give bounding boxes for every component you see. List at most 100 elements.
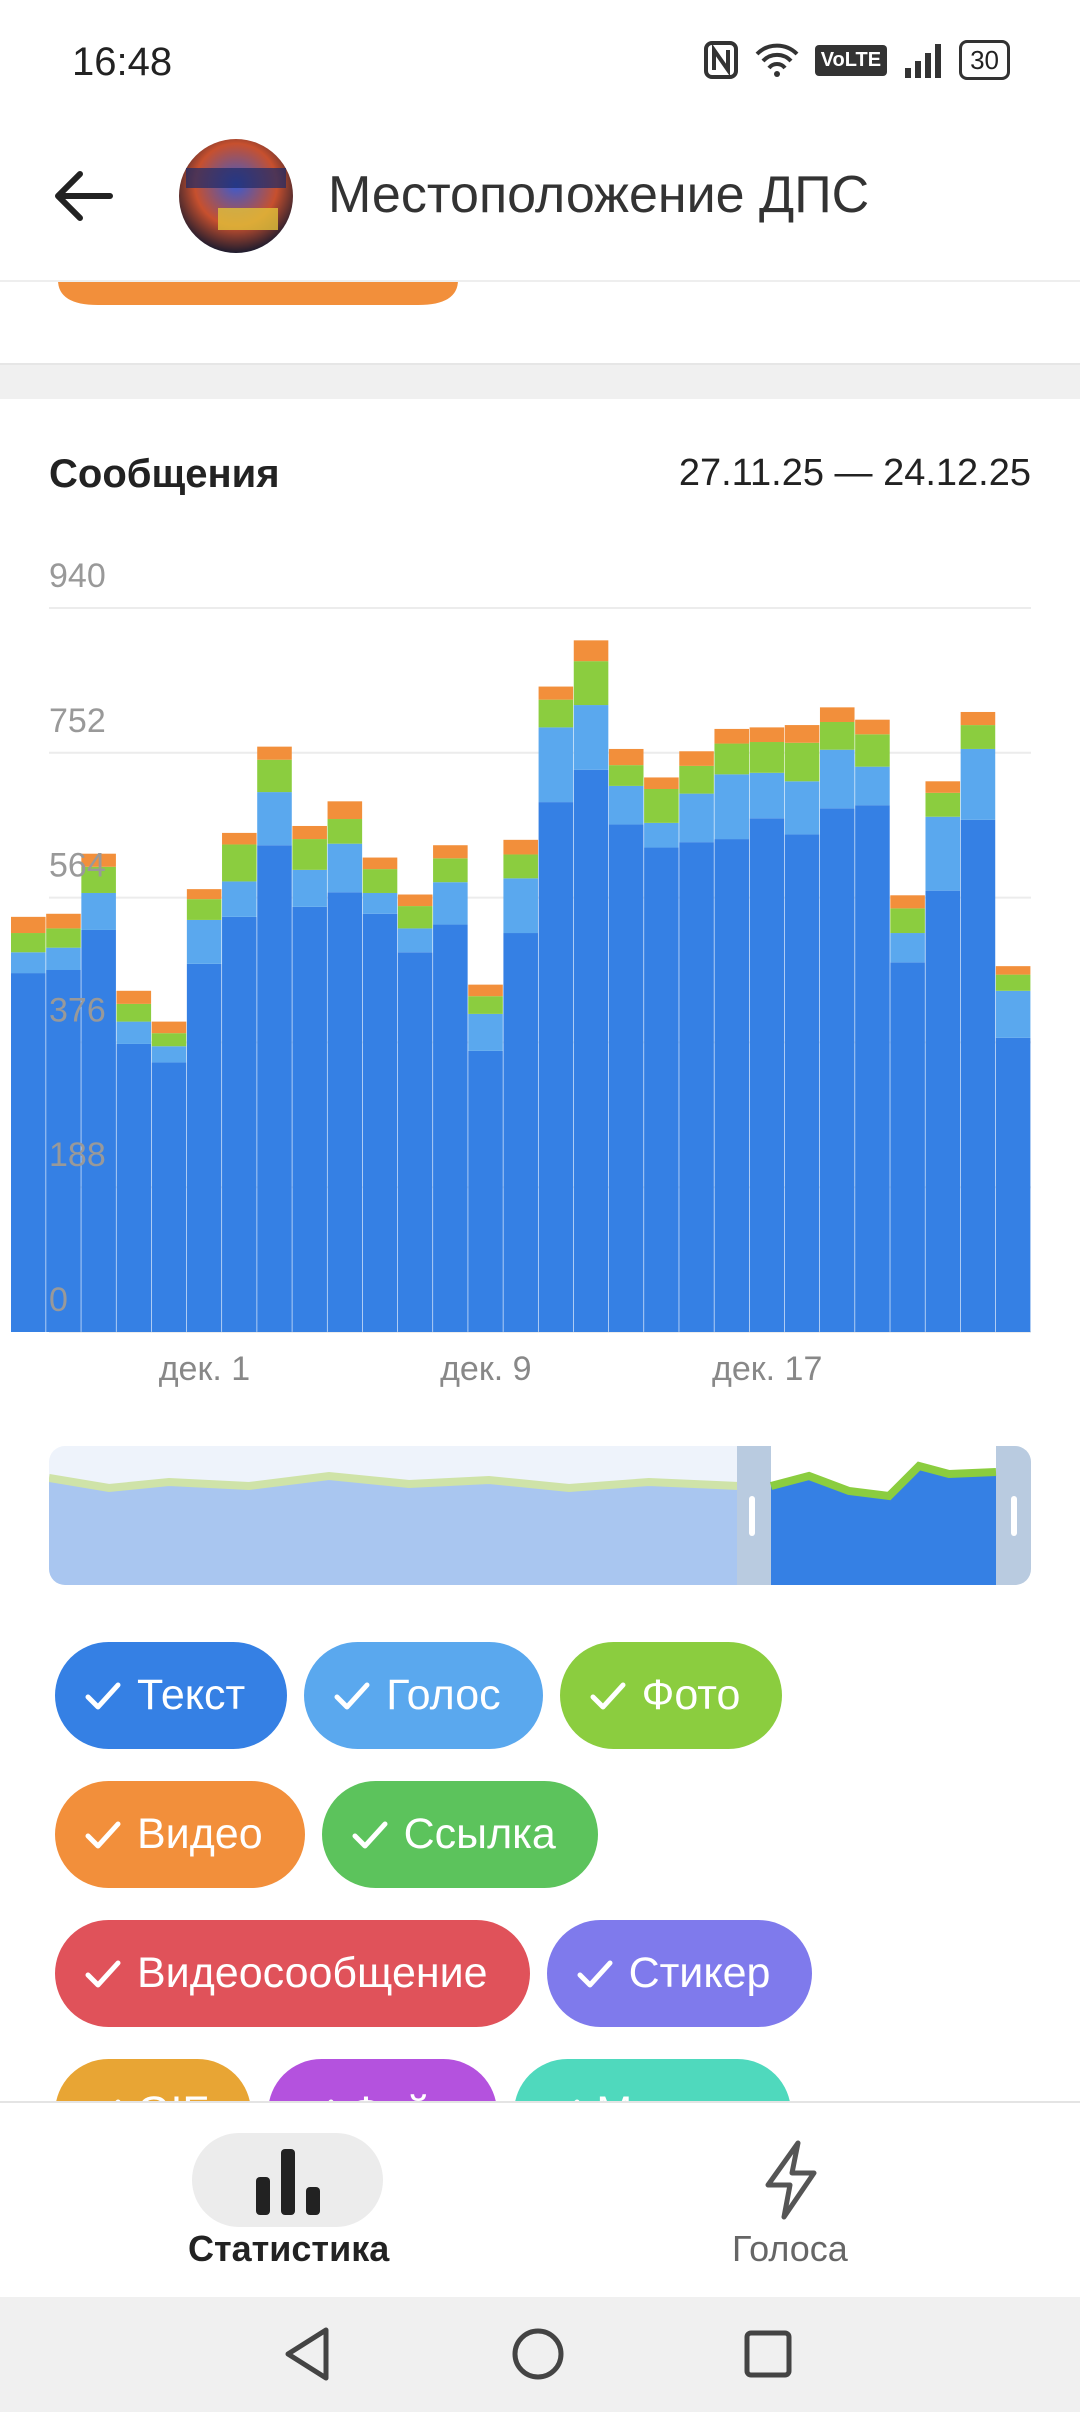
- bar-segment: [46, 913, 81, 929]
- boost-icon[interactable]: [760, 2139, 822, 2221]
- bar-segment: [222, 916, 257, 1332]
- bar-segment: [960, 725, 996, 749]
- filter-chip[interactable]: Видеосообщение: [55, 1920, 530, 2027]
- filter-chip[interactable]: Стикер: [546, 1920, 813, 2027]
- bar-segment: [925, 792, 961, 817]
- bar-segment: [46, 970, 81, 1332]
- home-key[interactable]: [512, 2328, 564, 2380]
- bar-segment: [784, 834, 820, 1332]
- bar-segment: [960, 748, 996, 820]
- check-icon: [574, 2099, 580, 2101]
- navigator-preview: [49, 1446, 1031, 1585]
- check-icon: [577, 1960, 613, 1987]
- bar-segment: [855, 805, 890, 1332]
- bar-segment: [573, 640, 609, 662]
- bar-segment: [292, 869, 327, 907]
- bar-segment: [292, 906, 327, 1332]
- chip-label: Стикер: [628, 1949, 771, 1997]
- chip-label: Фото: [641, 1671, 741, 1719]
- bar-segment: [468, 984, 503, 997]
- chip-label: Музыка: [596, 2088, 748, 2101]
- bar-segment: [46, 947, 81, 970]
- bar-segment: [995, 974, 1031, 991]
- bar-segment: [644, 777, 679, 789]
- bar-segment: [784, 725, 820, 743]
- bar-segment: [538, 699, 574, 728]
- filter-chip[interactable]: Голос: [304, 1642, 543, 1749]
- bar-segment: [503, 839, 538, 855]
- bar-segment: [608, 748, 644, 766]
- range-navigator[interactable]: [49, 1446, 1031, 1585]
- filter-chip[interactable]: Ссылка: [321, 1781, 598, 1888]
- signal-icon: [905, 44, 942, 78]
- bar-segment: [362, 857, 398, 870]
- bar-segment: [503, 933, 538, 1332]
- bar-segment: [573, 661, 609, 706]
- back-button[interactable]: [50, 168, 114, 224]
- bar-segment: [644, 847, 679, 1332]
- x-tick-label: дек. 9: [440, 1350, 531, 1388]
- bar-segment: [257, 759, 292, 793]
- recents-key[interactable]: [744, 2330, 792, 2378]
- nav-label[interactable]: Статистика: [188, 2228, 390, 2269]
- bar-segment: [714, 839, 750, 1332]
- bar-segment: [116, 1043, 152, 1332]
- app-header: [0, 120, 1080, 282]
- bar-segment: [222, 832, 257, 845]
- bar-segment: [784, 781, 820, 835]
- y-tick-label: 940: [49, 560, 106, 595]
- bar-segment: [397, 928, 433, 953]
- filter-chip[interactable]: Фото: [559, 1642, 783, 1749]
- bar-segment: [679, 765, 714, 794]
- bar-segment: [644, 822, 679, 848]
- chat-title: Местоположение ДПС: [328, 166, 870, 224]
- x-tick-label: дек. 17: [712, 1350, 822, 1388]
- nav-label[interactable]: Голоса: [732, 2228, 848, 2269]
- bar-segment: [11, 916, 46, 934]
- bar-segment: [186, 963, 222, 1332]
- bar-segment: [81, 929, 116, 1332]
- filter-chip[interactable]: Файл: [267, 2059, 498, 2101]
- system-nav-bar: [0, 2297, 1080, 2412]
- bar-segment: [222, 881, 257, 917]
- stats-icon[interactable]: [252, 2145, 324, 2217]
- filter-chip[interactable]: Видео: [55, 1781, 305, 1888]
- bar-segment: [819, 721, 855, 750]
- check-icon: [590, 1682, 626, 1709]
- bar-segment: [186, 899, 222, 920]
- bottom-nav: [0, 2101, 1080, 2299]
- bar-segment: [855, 719, 890, 735]
- filter-chip[interactable]: Текст: [55, 1642, 288, 1749]
- filter-chip[interactable]: Музыка: [514, 2059, 791, 2101]
- bar-segment: [714, 774, 750, 840]
- bar-segment: [186, 889, 222, 900]
- bar-segment: [292, 825, 327, 840]
- y-tick-label: 564: [49, 847, 106, 885]
- check-icon: [115, 2099, 121, 2101]
- bar-segment: [327, 819, 363, 844]
- bar-segment: [151, 1033, 187, 1047]
- bar-segment: [151, 1021, 187, 1034]
- bar-segment: [327, 892, 363, 1332]
- action-button[interactable]: [58, 280, 458, 306]
- section-divider: [0, 363, 1080, 399]
- avatar[interactable]: [178, 138, 294, 254]
- bar-segment: [960, 819, 996, 1332]
- x-tick-label: дек. 1: [159, 1350, 250, 1388]
- bar-segment: [890, 895, 925, 909]
- chip-label: Голос: [386, 1671, 501, 1719]
- bar-segment: [362, 892, 398, 914]
- bar-segment: [151, 1062, 187, 1332]
- filter-chip[interactable]: GIF: [55, 2059, 251, 2101]
- chip-label: Видео: [137, 1810, 263, 1858]
- status-icons: VoLTE 30: [703, 40, 1010, 80]
- bar-segment: [749, 727, 785, 743]
- chart: дек. 1 дек. 9 дек. 17 0 188 376 564 752 940: [11, 560, 1031, 1388]
- back-key[interactable]: [285, 2327, 329, 2381]
- bar-segment: [257, 746, 292, 760]
- system-buttons: [285, 2327, 792, 2381]
- status-time: 16:48: [72, 40, 173, 84]
- bar-segment: [503, 854, 538, 879]
- check-icon: [327, 2099, 334, 2101]
